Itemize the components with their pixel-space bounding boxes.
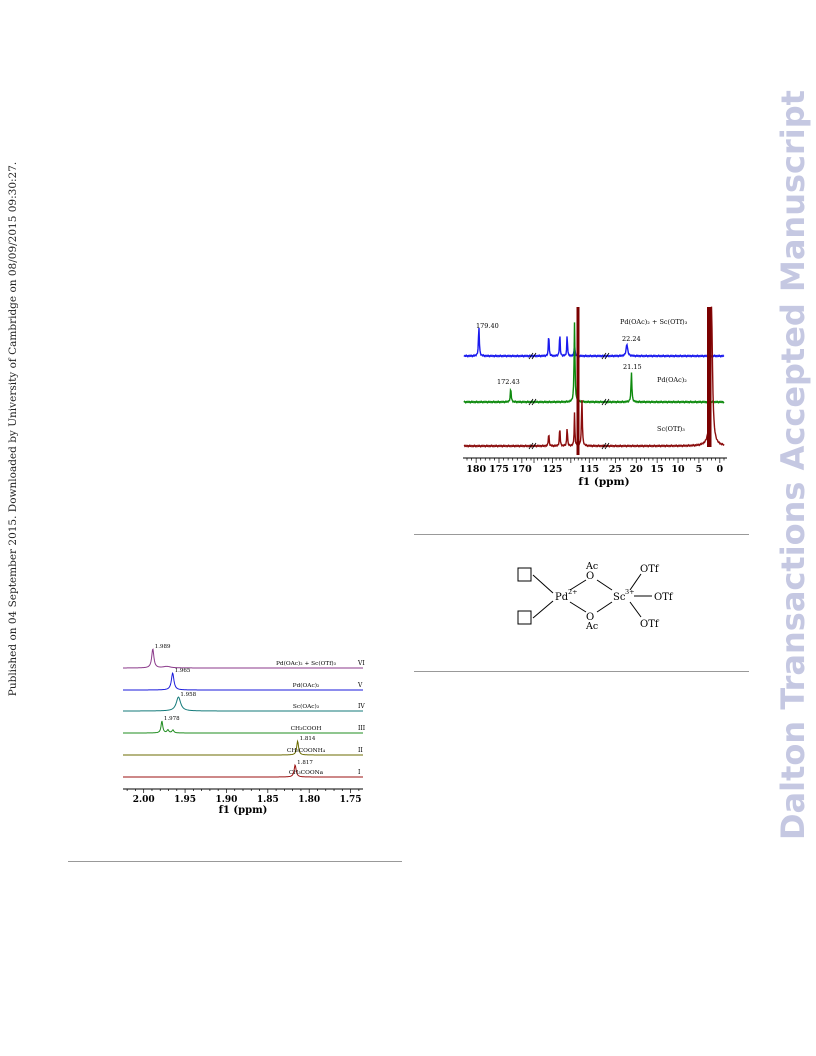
divider [414, 671, 749, 672]
pd-atom: Pd [555, 592, 569, 603]
h1-tick-label: 1.75 [340, 795, 362, 805]
sc-atom: Sc [613, 592, 626, 603]
c13-tick-label: 5 [696, 464, 703, 475]
h1-peak-label: 1.958 [180, 692, 196, 698]
c13-trace [463, 306, 725, 448]
h1-trace-label: Sc(OAc)₃ [293, 703, 320, 710]
c13-tick-label: 115 [579, 464, 599, 475]
c13-tick-label: 15 [651, 464, 664, 475]
h1-trace [123, 763, 363, 778]
c13-tick-label: 20 [630, 464, 644, 475]
h1-trace-roman: III [358, 725, 366, 732]
c13-peak-label: 172.43 [497, 378, 520, 386]
h1-trace-roman: V [357, 682, 363, 689]
h1-trace-roman: VI [357, 660, 365, 667]
h1-trace [123, 648, 363, 669]
h1-trace [123, 739, 363, 756]
h1-trace-label: CH₃COOH [291, 726, 322, 732]
c13-tick-label: 0 [717, 464, 724, 475]
h1-trace-roman: II [358, 747, 363, 754]
h1-peak-label: 1.965 [175, 668, 191, 674]
c13-trace-label-pd-sc: Pd(OAc)₂ + Sc(OTf)₃ [620, 318, 688, 326]
triflate-bottom: OTf [640, 619, 660, 630]
c13-axis-label: f1 (ppm) [578, 476, 629, 488]
h1-trace-roman: IV [358, 703, 365, 710]
solvent-peak-column [707, 307, 712, 447]
vacant-site-box [517, 567, 532, 582]
c13-trace-label-pd: Pd(OAc)₂ [657, 376, 687, 384]
h1-peak-label: 1.989 [155, 644, 171, 650]
h1-trace [123, 720, 363, 734]
solvent-peak-column [576, 307, 580, 455]
h1-trace-label: Pd(OAc)₂ [293, 682, 320, 689]
c13-tick-label: 25 [609, 464, 622, 475]
c13-trace [463, 322, 725, 404]
c13-trace [463, 327, 725, 358]
c13-tick-label: 180 [466, 464, 486, 475]
divider [414, 534, 749, 535]
vacant-site-box [517, 610, 532, 625]
acetyl-bottom: Ac [585, 621, 598, 632]
c13-tick-label: 125 [542, 464, 562, 475]
h1-tick-label: 1.80 [298, 795, 320, 805]
h1-trace-roman: I [358, 769, 361, 776]
h1-tick-label: 1.90 [215, 795, 237, 805]
h1-x-axis: 2.00 1.95 1.90 1.85 1.80 1.75 [126, 789, 362, 805]
h1-tick-label: 1.85 [257, 795, 279, 805]
h1-trace [123, 671, 363, 691]
h1-trace-label: Pd(OAc)₂ + Sc(OTf)₃ [276, 660, 337, 667]
h1-trace-label: CH₃COONa [289, 770, 324, 776]
h1-peak-label: 1.817 [297, 760, 313, 766]
h1-trace-label: CH₃COONH₄ [287, 748, 326, 754]
h1-peak-label: 1.978 [164, 716, 180, 722]
c13-peak-label: 22.24 [622, 335, 641, 343]
h1-tick-label: 1.95 [174, 795, 196, 805]
acetyl-top: Ac [585, 561, 598, 572]
bridge-oxygen-bottom: O [586, 612, 594, 623]
h1-tick-label: 2.00 [133, 795, 155, 805]
divider [68, 861, 402, 862]
c13-tick-label: 170 [512, 464, 532, 475]
bridge-oxygen-top: O [586, 571, 594, 582]
c13-tick-label: 175 [489, 464, 509, 475]
triflate-mid: OTf [654, 592, 674, 603]
c13-trace-label-sc: Sc(OTf)₃ [657, 425, 685, 433]
sc-charge: 3+ [625, 588, 635, 596]
c13-peak-label: 21.15 [623, 363, 642, 371]
h1-peak-label: 1.814 [300, 736, 316, 742]
triflate-top: OTf [640, 564, 660, 575]
c13-peak-label: 179.40 [476, 322, 499, 330]
c13-x-axis: 180 175 170 125 115 25 20 15 10 5 0 [466, 458, 725, 475]
h1-trace [123, 696, 363, 712]
h1-axis-label: f1 (ppm) [219, 805, 268, 816]
pd-charge: 2+ [568, 588, 578, 596]
c13-tick-label: 10 [671, 464, 685, 475]
